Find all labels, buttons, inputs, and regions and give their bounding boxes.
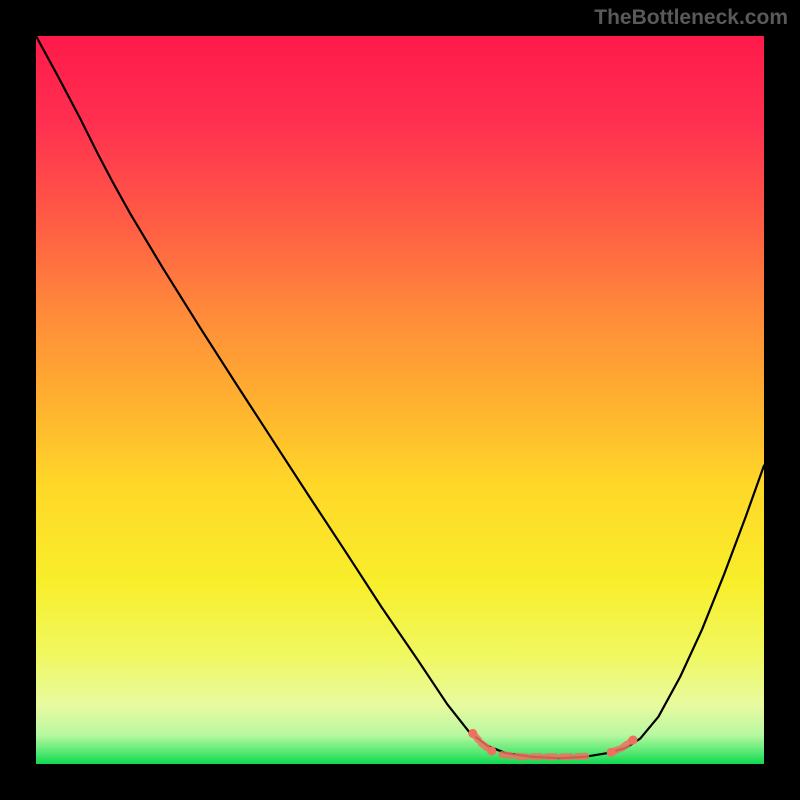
watermark-text: TheBottleneck.com [594,6,788,30]
chart-gradient-background [36,36,764,764]
chart-plot-area [36,36,764,764]
